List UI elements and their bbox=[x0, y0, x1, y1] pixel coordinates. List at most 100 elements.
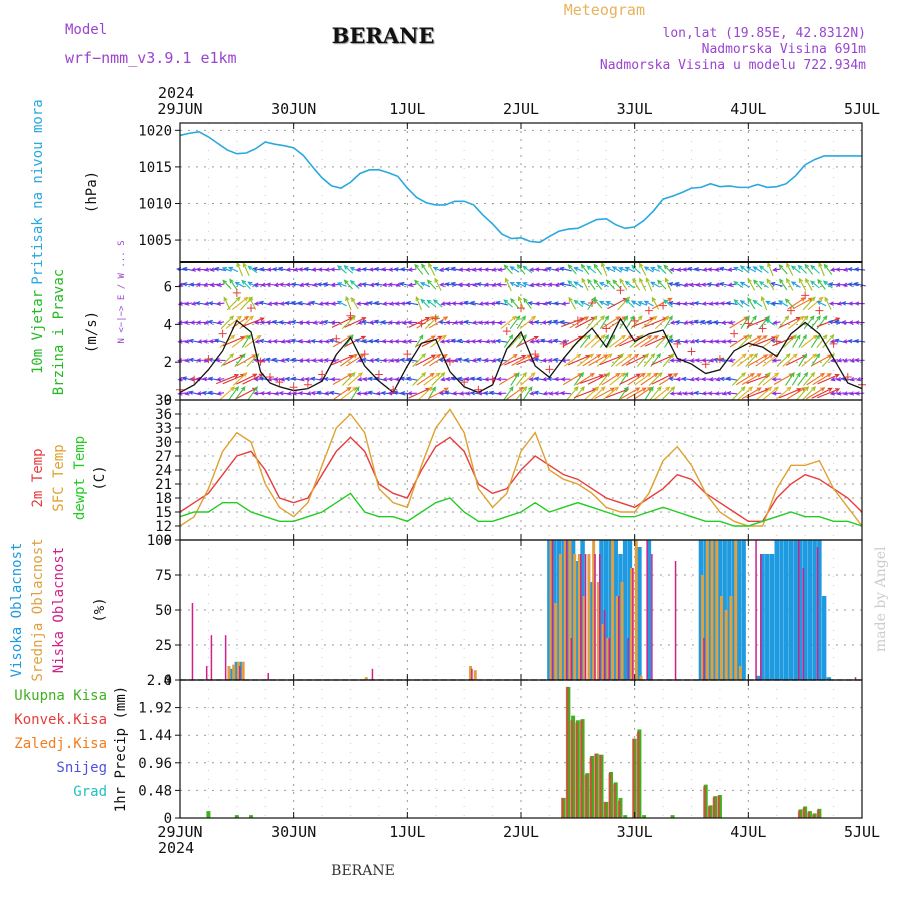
wind-arrow-head bbox=[756, 335, 763, 340]
wind-arrow-head bbox=[399, 281, 405, 287]
wind-arrow-head bbox=[387, 376, 393, 382]
wind-arrow bbox=[235, 281, 245, 288]
wind-gust-mark bbox=[502, 327, 511, 336]
wind-arrow-head bbox=[546, 376, 552, 382]
y-tick-label: 0.96 bbox=[138, 756, 172, 772]
wind-arrow-head bbox=[835, 388, 841, 393]
wind-gust-mark bbox=[687, 347, 696, 356]
wind-arrow-head bbox=[560, 376, 566, 382]
wind-arrow bbox=[741, 387, 762, 400]
wind-arrow bbox=[599, 301, 609, 307]
wind-arrow-head bbox=[647, 334, 653, 340]
wind-arrow-head bbox=[836, 358, 842, 363]
wind-arrow-head bbox=[533, 390, 539, 396]
wind-arrow-head bbox=[356, 391, 362, 396]
wind-arrow-head bbox=[349, 266, 355, 272]
wind-arrow-head bbox=[618, 267, 624, 272]
wind-arrow-head bbox=[650, 267, 656, 272]
wind-arrow-head bbox=[632, 277, 637, 284]
wind-arrow-head bbox=[688, 320, 694, 325]
wind-arrow-head bbox=[457, 376, 463, 382]
wind-arrow-head bbox=[554, 282, 560, 287]
wind-arrow-head bbox=[258, 376, 264, 381]
y-tick-label: 6 bbox=[164, 280, 172, 296]
wind-arrow-head bbox=[847, 301, 853, 306]
wind-arrow bbox=[727, 392, 738, 395]
wind-arrow-head bbox=[201, 390, 207, 396]
wind-arrow-head bbox=[279, 377, 285, 382]
wind-arrow-head bbox=[181, 376, 188, 381]
cloud-mid-bar bbox=[596, 582, 600, 680]
wind-arrow-head bbox=[435, 372, 441, 378]
wind-arrow-head bbox=[367, 376, 373, 381]
wind-arrow-head bbox=[726, 391, 732, 396]
wind-arrow bbox=[812, 373, 832, 386]
wind-arrow-head bbox=[458, 320, 464, 325]
wind-arrow-head bbox=[430, 335, 437, 340]
wind-arrow-head bbox=[458, 391, 465, 396]
wind-arrow-head bbox=[361, 335, 367, 340]
wind-arrow-head bbox=[559, 391, 565, 396]
wind-arrow-head bbox=[790, 371, 795, 378]
wind-gust-mark bbox=[389, 385, 398, 394]
wind-arrow bbox=[683, 302, 692, 305]
wind-arrow bbox=[797, 372, 808, 386]
wind-arrow-head bbox=[505, 277, 510, 283]
wind-arrow bbox=[517, 336, 539, 347]
wind-arrow-head bbox=[836, 301, 843, 306]
wind-arrow-head bbox=[277, 266, 283, 272]
wind-arrow-head bbox=[330, 282, 336, 287]
wind-arrow-head bbox=[753, 279, 758, 285]
wind-arrow bbox=[659, 373, 678, 386]
wind-arrow-head bbox=[770, 338, 776, 344]
wind-arrow bbox=[599, 355, 622, 366]
wind-arrow-head bbox=[840, 301, 847, 306]
wind-arrow-head bbox=[437, 335, 443, 340]
wind-arrow-head bbox=[425, 317, 431, 322]
wind-arrow-head bbox=[329, 390, 335, 396]
wind-arrow-head bbox=[752, 266, 758, 271]
wind-units: (m/s) bbox=[84, 311, 100, 353]
wind-arrow bbox=[584, 334, 599, 348]
wind-arrow bbox=[242, 373, 264, 385]
cloud-mid-bar bbox=[715, 540, 719, 680]
wind-arrow bbox=[414, 334, 424, 348]
wind-arrow bbox=[641, 315, 657, 329]
wind-arrow-head bbox=[253, 391, 259, 396]
wind-arrow bbox=[740, 265, 750, 274]
wind-arrow bbox=[232, 372, 247, 386]
wind-arrow-head bbox=[470, 339, 476, 344]
wind-arrow bbox=[406, 301, 419, 306]
wind-arrow bbox=[803, 315, 815, 330]
wind-arrow-head bbox=[317, 339, 323, 344]
cloud-low-bar bbox=[617, 596, 620, 680]
wind-arrow-head bbox=[235, 296, 241, 302]
wind-arrow-head bbox=[465, 391, 471, 396]
wind-arrow-head bbox=[635, 387, 641, 392]
wind-arrow-head bbox=[246, 334, 251, 340]
cloud-high-bar bbox=[798, 540, 803, 680]
wind-arrow bbox=[732, 386, 746, 401]
wind-arrow-head bbox=[252, 266, 258, 272]
wind-arrow-head bbox=[405, 357, 412, 363]
wind-arrow-head bbox=[598, 374, 605, 379]
cloud-high-bar bbox=[703, 540, 708, 680]
y-tick-label: 15 bbox=[155, 505, 172, 521]
wind-arrow-head bbox=[700, 376, 706, 382]
wind-arrow-head bbox=[438, 357, 444, 363]
wind-arrow bbox=[341, 372, 356, 386]
panel-frame bbox=[179, 122, 863, 263]
wind-arrow bbox=[593, 298, 603, 309]
wind-arrow bbox=[629, 334, 644, 349]
wind-arrow-head bbox=[387, 282, 393, 287]
wind-arrow-head bbox=[770, 281, 776, 287]
cloud-mid-bar bbox=[587, 554, 591, 680]
wind-arrow-head bbox=[510, 298, 515, 304]
cloud-high-bar bbox=[712, 540, 718, 680]
wind-arrow-head bbox=[726, 267, 733, 272]
wind-arrow-head bbox=[318, 320, 324, 325]
wind-arrow bbox=[247, 386, 258, 400]
wind-arrow-head bbox=[361, 317, 367, 322]
wind-arrow-head bbox=[349, 334, 354, 340]
wind-arrow-head bbox=[815, 353, 821, 359]
